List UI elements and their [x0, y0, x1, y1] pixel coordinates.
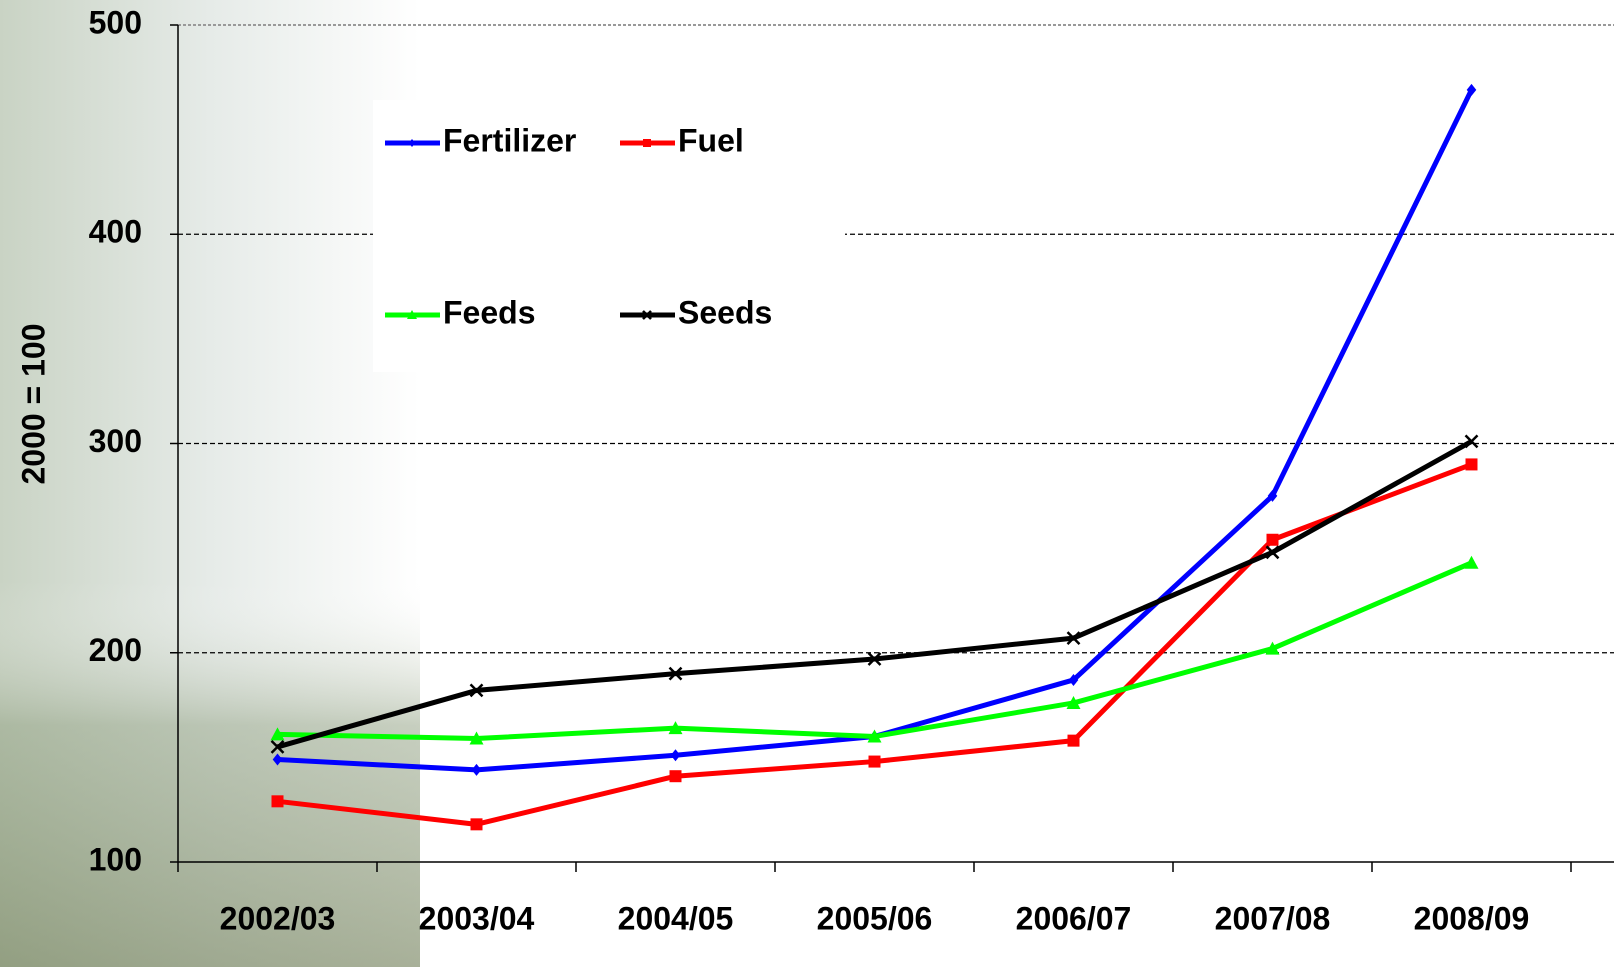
grid	[178, 24, 1614, 654]
y-tick-label: 100	[89, 841, 142, 877]
marker	[1464, 434, 1479, 449]
x-tick-label: 2004/05	[618, 900, 734, 936]
marker	[643, 139, 651, 147]
marker	[469, 731, 484, 745]
legend-label: Fuel	[678, 122, 744, 158]
y-axis-title: 2000 = 100	[15, 323, 51, 484]
legend: Fertilizer Fuel Feeds Seeds	[385, 122, 772, 330]
plot	[270, 83, 1479, 831]
marker	[868, 755, 881, 768]
marker	[408, 139, 416, 147]
legend-label: Fertilizer	[443, 122, 576, 158]
legend-box	[373, 100, 845, 372]
marker	[270, 740, 285, 754]
marker	[670, 749, 681, 762]
marker	[1066, 695, 1081, 709]
x-tick-label: 2003/04	[419, 900, 535, 936]
marker	[469, 683, 484, 698]
background-photo-ground	[0, 0, 420, 967]
y-tick-label: 500	[89, 4, 142, 40]
x-tick-label: 2007/08	[1215, 900, 1331, 936]
marker	[1265, 641, 1280, 655]
marker	[270, 727, 285, 741]
marker	[668, 721, 683, 735]
marker	[867, 729, 882, 743]
legend-label: Feeds	[443, 294, 535, 330]
legend-label: Seeds	[678, 294, 772, 330]
marker	[1465, 458, 1478, 471]
marker	[470, 818, 483, 831]
marker	[407, 310, 417, 319]
x-tick-label: 2002/03	[220, 900, 336, 936]
marker	[1265, 545, 1280, 560]
marker	[1267, 489, 1278, 502]
marker	[669, 770, 682, 783]
x-tick-label: 2005/06	[817, 900, 933, 936]
marker	[1464, 555, 1479, 569]
marker	[867, 652, 882, 666]
marker	[471, 763, 482, 776]
x-tick-label: 2008/09	[1414, 900, 1530, 936]
marker	[1266, 533, 1279, 546]
x-tick-label: 2006/07	[1016, 900, 1132, 936]
marker	[642, 310, 652, 320]
marker	[1466, 83, 1477, 96]
marker	[1068, 673, 1079, 686]
y-tick-label: 200	[89, 632, 142, 668]
marker	[668, 666, 683, 681]
y-tick-label: 400	[89, 214, 142, 250]
marker	[272, 753, 283, 766]
y-tick-label: 300	[89, 423, 142, 459]
marker	[1066, 631, 1081, 645]
marker	[271, 795, 284, 808]
marker	[1067, 734, 1080, 747]
